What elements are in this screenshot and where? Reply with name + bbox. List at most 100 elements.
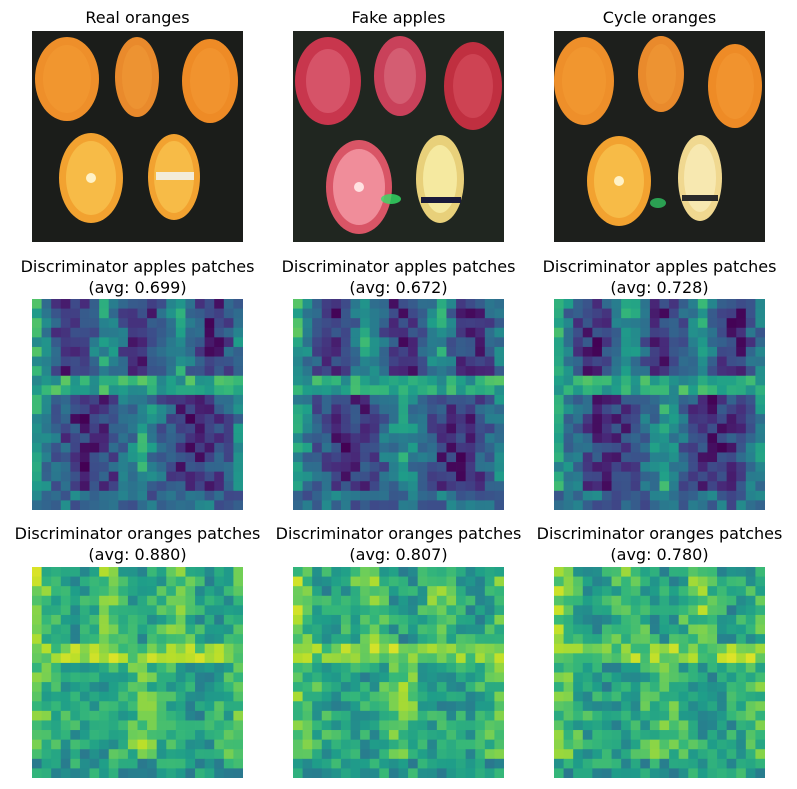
heatmap-cell — [736, 653, 747, 664]
heatmap-cell — [640, 366, 651, 377]
heatmap-cell — [350, 299, 361, 309]
heatmap-cell — [331, 442, 342, 453]
heatmap-cell — [156, 758, 167, 769]
heatmap-cell — [89, 634, 100, 645]
heatmap-cell — [621, 327, 632, 338]
heatmap-cell — [745, 462, 756, 473]
heatmap-grid — [554, 567, 765, 778]
heatmap-cell — [118, 433, 129, 444]
heatmap-cell — [195, 327, 206, 338]
heatmap-cell — [293, 462, 303, 473]
heatmap-cell — [640, 720, 651, 731]
heatmap-cell — [688, 500, 699, 510]
heatmap-cell — [745, 404, 756, 415]
heatmap-cell — [147, 462, 158, 473]
heatmap-cell — [611, 337, 622, 348]
heatmap-cell — [331, 595, 342, 606]
heatmap-cell — [214, 366, 225, 377]
heatmap-cell — [340, 586, 351, 597]
heatmap-cell — [41, 356, 52, 367]
heatmap-cell — [456, 327, 467, 338]
heatmap-cell — [465, 624, 476, 635]
heatmap-cell — [99, 500, 110, 510]
heatmap-cell — [592, 433, 603, 444]
heatmap-cell — [99, 299, 110, 309]
heatmap-cell — [340, 634, 351, 645]
heatmap-cell — [678, 682, 689, 693]
heatmap-cell — [214, 442, 225, 453]
heatmap-cell — [475, 299, 486, 309]
panel-avg: (avg: 0.699) — [88, 278, 187, 297]
heatmap-cell — [611, 605, 622, 616]
heatmap — [293, 299, 504, 510]
heatmap-cell — [398, 356, 409, 367]
heatmap-cell — [563, 375, 574, 386]
heatmap-cell — [51, 366, 62, 377]
heatmap-cell — [379, 749, 390, 760]
heatmap-cell — [108, 442, 119, 453]
heatmap-cell — [70, 327, 81, 338]
heatmap-cell — [417, 346, 428, 357]
heatmap-cell — [293, 299, 303, 309]
heatmap-cell — [621, 758, 632, 769]
heatmap-cell — [707, 768, 718, 778]
heatmap-cell — [554, 452, 564, 463]
heatmap-cell — [456, 749, 467, 760]
heatmap-cell — [166, 404, 177, 415]
heatmap-cell — [465, 346, 476, 357]
heatmap-cell — [214, 471, 225, 482]
heatmap-cell — [436, 710, 447, 721]
heatmap-cell — [118, 318, 129, 329]
heatmap-cell — [388, 624, 399, 635]
heatmap-cell — [51, 462, 62, 473]
heatmap-cell — [649, 366, 660, 377]
heatmap-cell — [185, 662, 196, 673]
heatmap-cell — [398, 423, 409, 434]
heatmap-cell — [688, 662, 699, 673]
heatmap-cell — [41, 433, 52, 444]
heatmap-cell — [312, 586, 323, 597]
heatmap-cell — [669, 385, 680, 396]
heatmap-cell — [379, 691, 390, 702]
heatmap-cell — [484, 614, 495, 625]
heatmap-cell — [99, 394, 110, 405]
heatmap-cell — [484, 346, 495, 357]
heatmap-cell — [465, 710, 476, 721]
heatmap-cell — [195, 710, 206, 721]
heatmap-cell — [79, 614, 90, 625]
heatmap-cell — [302, 366, 313, 377]
heatmap-cell — [669, 720, 680, 731]
heatmap-cell — [427, 366, 438, 377]
heatmap-cell — [427, 404, 438, 415]
heatmap-cell — [563, 385, 574, 396]
heatmap-cell — [147, 394, 158, 405]
panel-title: Discriminator oranges patches (avg: 0.78… — [514, 523, 797, 565]
heatmap-cell — [32, 758, 42, 769]
heatmap-cell — [745, 614, 756, 625]
heatmap-cell — [755, 634, 765, 645]
heatmap-cell — [41, 327, 52, 338]
heatmap-cell — [630, 462, 641, 473]
heatmap-cell — [726, 375, 737, 386]
heatmap-cell — [427, 414, 438, 425]
heatmap-cell — [369, 672, 380, 683]
heatmap-cell — [475, 490, 486, 501]
heatmap-cell — [630, 586, 641, 597]
heatmap-cell — [350, 672, 361, 683]
heatmap-cell — [592, 653, 603, 664]
heatmap-cell — [51, 471, 62, 482]
heatmap-cell — [446, 404, 457, 415]
heatmap-cell — [601, 318, 612, 329]
heatmap-cell — [369, 730, 380, 741]
heatmap-cell — [99, 423, 110, 434]
heatmap-cell — [388, 634, 399, 645]
heatmap-cell — [697, 710, 708, 721]
heatmap-cell — [51, 662, 62, 673]
heatmap-cell — [427, 356, 438, 367]
heatmap-cell — [745, 643, 756, 654]
heatmap-cell — [563, 481, 574, 492]
heatmap-cell — [659, 595, 670, 606]
heatmap-cell — [137, 605, 148, 616]
heatmap-cell — [60, 682, 71, 693]
heatmap-cell — [494, 452, 504, 463]
